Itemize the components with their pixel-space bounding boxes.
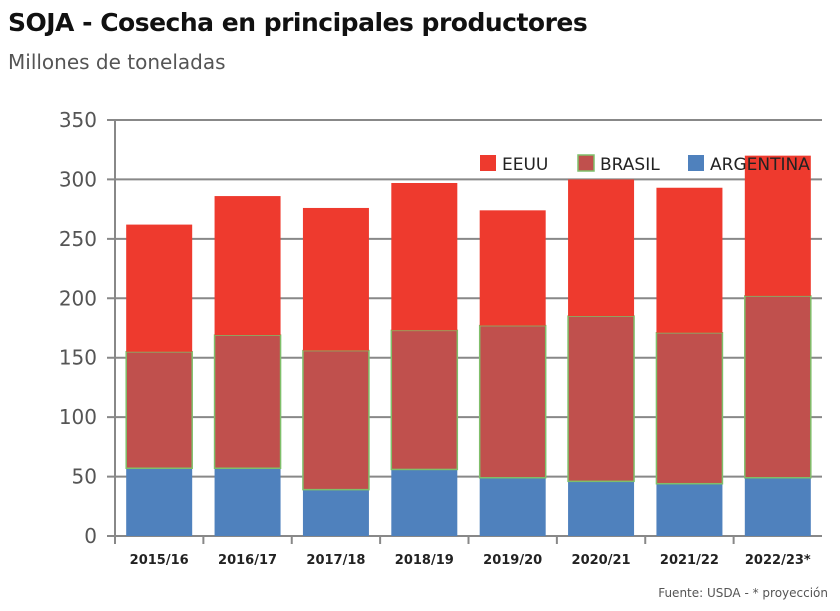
legend-label-brasil: BRASIL xyxy=(600,155,660,175)
bar-eeuu xyxy=(656,187,723,333)
bar-eeuu xyxy=(391,182,458,331)
x-tick-label: 2020/21 xyxy=(572,553,631,568)
bar-argentina xyxy=(656,483,723,536)
bar-brasil xyxy=(655,332,724,485)
y-tick-label: 100 xyxy=(59,405,97,429)
bar-argentina xyxy=(568,481,635,536)
bar-argentina xyxy=(302,489,369,536)
y-tick-label: 350 xyxy=(59,108,97,132)
bar-argentina xyxy=(214,468,281,536)
bar-brasil xyxy=(567,315,635,483)
bar-eeuu xyxy=(744,155,811,296)
bar-eeuu xyxy=(214,196,281,336)
x-tick-label: 2022/23* xyxy=(745,553,811,568)
bar-brasil xyxy=(744,295,812,479)
bar-argentina xyxy=(126,468,193,536)
y-tick-label: 150 xyxy=(59,346,97,370)
legend-label-argentina: ARGENTINA xyxy=(710,155,810,175)
legend-swatch-argentina xyxy=(688,155,704,171)
x-tick-label: 2017/18 xyxy=(306,553,365,568)
bar-argentina xyxy=(391,469,458,536)
source-note: Fuente: USDA - * proyección xyxy=(658,586,828,600)
legend-label-eeuu: EEUU xyxy=(502,155,548,175)
bar-eeuu xyxy=(126,224,193,352)
x-tick-label: 2019/20 xyxy=(483,553,542,568)
y-tick-label: 300 xyxy=(59,167,97,191)
legend-swatch-eeuu xyxy=(480,155,496,171)
y-tick-label: 50 xyxy=(72,465,97,489)
bar-brasil xyxy=(213,334,282,470)
bar-eeuu xyxy=(479,210,546,326)
bar-brasil xyxy=(478,324,547,479)
y-tick-label: 0 xyxy=(84,524,97,548)
x-tick-label: 2016/17 xyxy=(218,553,277,568)
bar-brasil xyxy=(390,329,459,471)
chart-subtitle: Millones de toneladas xyxy=(8,50,226,74)
x-tick-label: 2015/16 xyxy=(130,553,189,568)
x-tick-label: 2021/22 xyxy=(660,553,719,568)
y-tick-label: 200 xyxy=(59,286,97,310)
bar-brasil xyxy=(302,349,370,491)
y-tick-label: 250 xyxy=(59,227,97,251)
chart-title: SOJA - Cosecha en principales productore… xyxy=(8,8,588,37)
bar-eeuu xyxy=(302,207,369,351)
bar-argentina xyxy=(744,477,811,536)
bar-argentina xyxy=(479,477,546,536)
x-tick-label: 2018/19 xyxy=(395,553,454,568)
bar-brasil xyxy=(125,351,193,470)
bar-eeuu xyxy=(568,179,635,317)
legend-swatch-brasil xyxy=(577,154,595,172)
